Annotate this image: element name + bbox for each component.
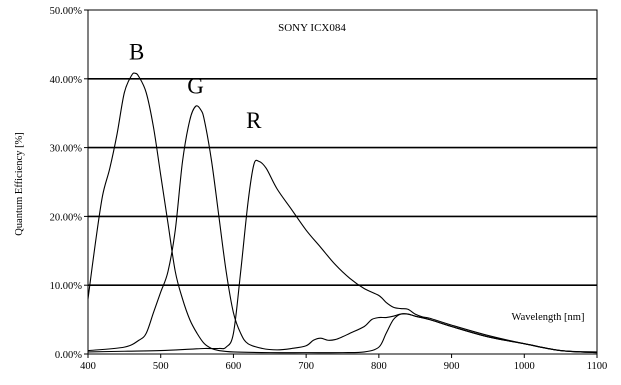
series-label-b: B xyxy=(129,39,144,64)
axis-ticks: 0.00% 10.00% 20.00% 30.00% 40.00% 50.00% 400 50… xyxy=(50,6,608,372)
y-tick-label: 40.00% xyxy=(50,75,83,86)
x-tick-label: 500 xyxy=(153,361,169,372)
chart-title: SONY ICX084 xyxy=(278,22,346,34)
y-tick-label: 50.00% xyxy=(50,6,83,17)
x-tick-label: 600 xyxy=(226,361,242,372)
series-line-b xyxy=(87,72,598,354)
series-label-g: G xyxy=(187,74,204,99)
x-tick-label: 400 xyxy=(80,361,96,372)
plot-frame xyxy=(87,9,598,355)
y-axis-title: Quantum Efficiency [%] xyxy=(14,132,25,236)
x-tick-label: 1000 xyxy=(514,361,535,372)
y-tick-label: 10.00% xyxy=(50,281,83,292)
series-label-r: R xyxy=(246,108,262,133)
series-line-r xyxy=(87,159,598,353)
x-axis-title: Wavelength [nm] xyxy=(512,312,585,323)
series-curves xyxy=(87,72,598,354)
series-labels: B G R xyxy=(129,39,262,133)
x-tick-label: 700 xyxy=(298,361,314,372)
series-line-g xyxy=(87,105,598,354)
x-tick-label: 900 xyxy=(444,361,460,372)
y-tick-label: 0.00% xyxy=(55,350,82,361)
y-tick-label: 20.00% xyxy=(50,212,83,223)
x-tick-label: 800 xyxy=(371,361,387,372)
y-tick-label: 30.00% xyxy=(50,144,83,155)
x-tick-label: 1100 xyxy=(587,361,608,372)
grid-lines xyxy=(88,78,597,287)
